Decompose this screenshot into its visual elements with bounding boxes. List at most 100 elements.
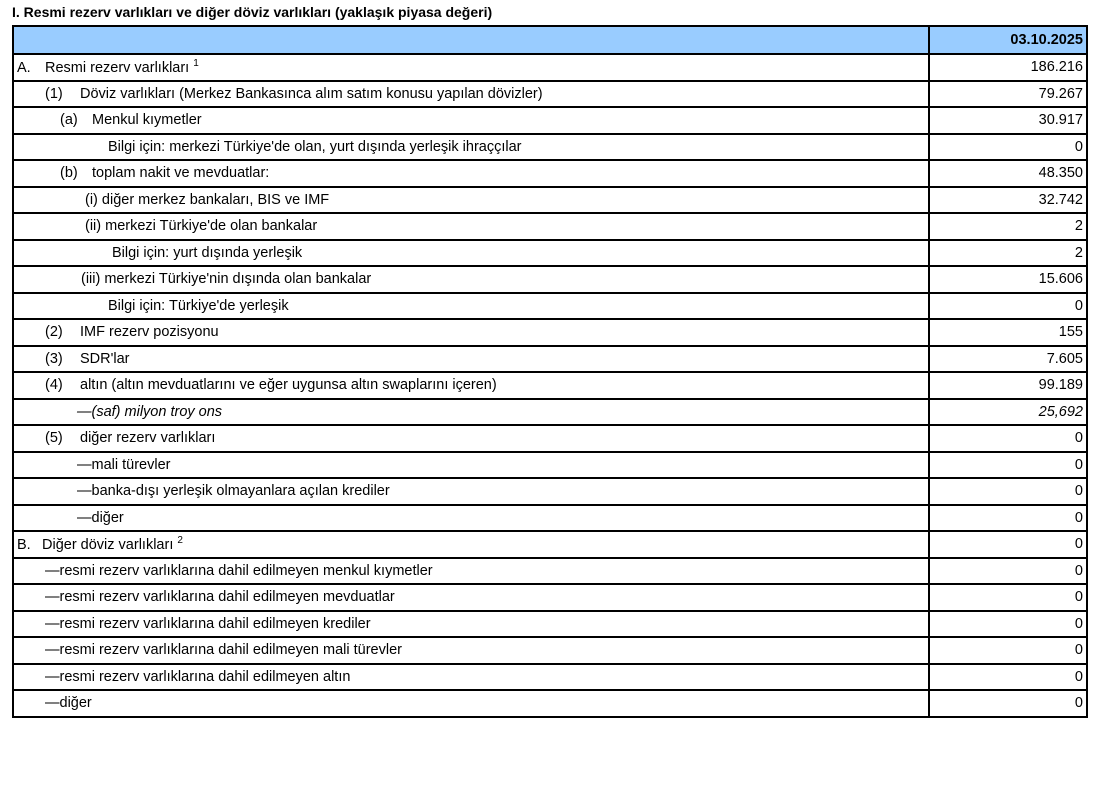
table-row: —resmi rezerv varlıklarına dahil edilmey… xyxy=(12,609,1088,638)
row-label: Resmi rezerv varlıkları xyxy=(45,60,190,77)
table-row: (4) altın (altın mevduatlarını ve eğer uy… xyxy=(12,371,1088,400)
row-value-cell: 30.917 xyxy=(928,106,1088,135)
table-row: Bilgi için: yurt dışında yerleşik 2 xyxy=(12,238,1088,267)
row-prefix: A. xyxy=(17,60,31,77)
table-row: —mali türevler 0 xyxy=(12,450,1088,479)
row-value-cell: 0 xyxy=(928,662,1088,691)
row-value-cell: 0 xyxy=(928,291,1088,320)
section-title: I. Resmi rezerv varlıkları ve diğer dövi… xyxy=(12,4,493,20)
row-label-cell: (1) Döviz varlıkları (Merkez Bankasınca a… xyxy=(12,79,930,108)
row-label-cell: (b) toplam nakit ve mevduatlar: xyxy=(12,159,930,188)
row-label: —diğer xyxy=(77,509,124,526)
row-label: IMF rezerv pozisyonu xyxy=(80,324,219,341)
row-label-cell: (3) SDR'lar xyxy=(12,344,930,373)
row-value-cell: 15.606 xyxy=(928,265,1088,294)
row-label: —resmi rezerv varlıklarına dahil edilmey… xyxy=(45,642,402,659)
table-row: —diğer 0 xyxy=(12,503,1088,532)
row-label: Bilgi için: merkezi Türkiye'de olan, yur… xyxy=(108,138,522,155)
table-row: —diğer 0 xyxy=(12,689,1088,718)
row-value-cell: 0 xyxy=(928,477,1088,506)
row-label: Döviz varlıkları (Merkez Bankasınca alım… xyxy=(80,85,543,102)
row-prefix: (a) xyxy=(60,112,78,129)
row-label-cell: Bilgi için: yurt dışında yerleşik xyxy=(12,238,930,267)
row-value-cell: 7.605 xyxy=(928,344,1088,373)
table-row: —resmi rezerv varlıklarına dahil edilmey… xyxy=(12,636,1088,665)
row-label-cell: (4) altın (altın mevduatlarını ve eğer uy… xyxy=(12,371,930,400)
row-value-cell: 0 xyxy=(928,609,1088,638)
row-label: —resmi rezerv varlıklarına dahil edilmey… xyxy=(45,668,351,685)
table-row: —(saf) milyon troy ons 25,692 xyxy=(12,397,1088,426)
table-row: (1) Döviz varlıkları (Merkez Bankasınca a… xyxy=(12,79,1088,108)
row-label-cell: Bilgi için: Türkiye'de yerleşik xyxy=(12,291,930,320)
row-value-cell: 32.742 xyxy=(928,185,1088,214)
table-row: (a) Menkul kıymetler 30.917 xyxy=(12,106,1088,135)
row-label: diğer rezerv varlıkları xyxy=(80,430,216,447)
row-label: —(saf) milyon troy ons xyxy=(77,403,223,420)
table-row: (3) SDR'lar 7.605 xyxy=(12,344,1088,373)
row-label-cell: —resmi rezerv varlıklarına dahil edilmey… xyxy=(12,556,930,585)
row-label-cell: —resmi rezerv varlıklarına dahil edilmey… xyxy=(12,636,930,665)
row-label: SDR'lar xyxy=(80,350,130,367)
row-label-cell: —banka-dışı yerleşik olmayanlara açılan … xyxy=(12,477,930,506)
table-row: —banka-dışı yerleşik olmayanlara açılan … xyxy=(12,477,1088,506)
row-value-cell: 0 xyxy=(928,450,1088,479)
reserve-assets-table: 03.10.2025 A. Resmi rezerv varlıkları 1 18… xyxy=(12,25,1088,718)
row-label-cell: —mali türevler xyxy=(12,450,930,479)
row-value-cell: 0 xyxy=(928,583,1088,612)
row-prefix: (2) xyxy=(45,324,63,341)
row-label: Bilgi için: yurt dışında yerleşik xyxy=(112,244,303,261)
table-row: —resmi rezerv varlıklarına dahil edilmey… xyxy=(12,556,1088,585)
table-row: (iii) merkezi Türkiye'nin dışında olan b… xyxy=(12,265,1088,294)
table-row: (b) toplam nakit ve mevduatlar: 48.350 xyxy=(12,159,1088,188)
row-value-cell: 0 xyxy=(928,503,1088,532)
row-label-cell: (2) IMF rezerv pozisyonu xyxy=(12,318,930,347)
header-label-cell xyxy=(12,25,930,55)
row-label: altın (altın mevduatlarını ve eğer uygun… xyxy=(80,377,497,394)
row-label: toplam nakit ve mevduatlar: xyxy=(92,165,270,182)
row-value-cell: 48.350 xyxy=(928,159,1088,188)
row-label: Diğer döviz varlıkları xyxy=(42,537,174,554)
row-label: —resmi rezerv varlıklarına dahil edilmey… xyxy=(45,589,395,606)
row-value-cell: 0 xyxy=(928,689,1088,718)
row-label: (ii) merkezi Türkiye'de olan bankalar xyxy=(85,218,318,235)
table-row: B. Diğer döviz varlıkları 2 0 xyxy=(12,530,1088,559)
row-label-cell: —diğer xyxy=(12,503,930,532)
table-row: (2) IMF rezerv pozisyonu 155 xyxy=(12,318,1088,347)
row-label-cell: (5) diğer rezerv varlıkları xyxy=(12,424,930,453)
row-value-cell: 0 xyxy=(928,132,1088,161)
row-prefix: B. xyxy=(17,537,31,554)
row-value-cell: 0 xyxy=(928,556,1088,585)
row-value-cell: 2 xyxy=(928,238,1088,267)
row-prefix: (4) xyxy=(45,377,63,394)
row-label-cell: —resmi rezerv varlıklarına dahil edilmey… xyxy=(12,609,930,638)
row-label-cell: B. Diğer döviz varlıkları 2 xyxy=(12,530,930,559)
row-label: Menkul kıymetler xyxy=(92,112,202,129)
row-label: —banka-dışı yerleşik olmayanlara açılan … xyxy=(77,483,390,500)
row-label: —resmi rezerv varlıklarına dahil edilmey… xyxy=(45,562,433,579)
row-label: (iii) merkezi Türkiye'nin dışında olan b… xyxy=(81,271,372,288)
table-row: Bilgi için: Türkiye'de yerleşik 0 xyxy=(12,291,1088,320)
row-value-cell: 2 xyxy=(928,212,1088,241)
row-label-cell: —diğer xyxy=(12,689,930,718)
row-label: —diğer xyxy=(45,695,92,712)
row-value-cell: 99.189 xyxy=(928,371,1088,400)
row-label: Bilgi için: Türkiye'de yerleşik xyxy=(108,297,289,314)
table-row: —resmi rezerv varlıklarına dahil edilmey… xyxy=(12,583,1088,612)
row-label-cell: —resmi rezerv varlıklarına dahil edilmey… xyxy=(12,662,930,691)
row-label: (i) diğer merkez bankaları, BIS ve IMF xyxy=(85,191,330,208)
row-value-cell: 186.216 xyxy=(928,53,1088,82)
row-prefix: (b) xyxy=(60,165,78,182)
table-header-row: 03.10.2025 xyxy=(12,25,1088,55)
row-value-cell: 25,692 xyxy=(928,397,1088,426)
row-value-cell: 155 xyxy=(928,318,1088,347)
row-value-cell: 0 xyxy=(928,424,1088,453)
row-label-cell: (i) diğer merkez bankaları, BIS ve IMF xyxy=(12,185,930,214)
row-label: —mali türevler xyxy=(77,456,171,473)
row-prefix: (5) xyxy=(45,430,63,447)
row-label-cell: (iii) merkezi Türkiye'nin dışında olan b… xyxy=(12,265,930,294)
row-label-cell: Bilgi için: merkezi Türkiye'de olan, yur… xyxy=(12,132,930,161)
header-date-cell: 03.10.2025 xyxy=(928,25,1088,55)
row-label-cell: (ii) merkezi Türkiye'de olan bankalar xyxy=(12,212,930,241)
row-label-cell: —resmi rezerv varlıklarına dahil edilmey… xyxy=(12,583,930,612)
footnote-marker: 1 xyxy=(193,58,199,70)
